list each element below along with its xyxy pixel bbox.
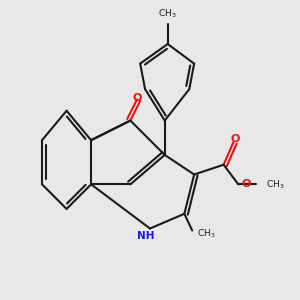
Text: CH$_3$: CH$_3$	[266, 178, 285, 190]
Text: CH$_3$: CH$_3$	[158, 8, 177, 20]
Text: O: O	[230, 134, 240, 144]
Text: O: O	[241, 179, 250, 189]
Text: NH: NH	[137, 231, 154, 241]
Text: O: O	[133, 93, 142, 103]
Text: CH$_3$: CH$_3$	[196, 227, 215, 240]
